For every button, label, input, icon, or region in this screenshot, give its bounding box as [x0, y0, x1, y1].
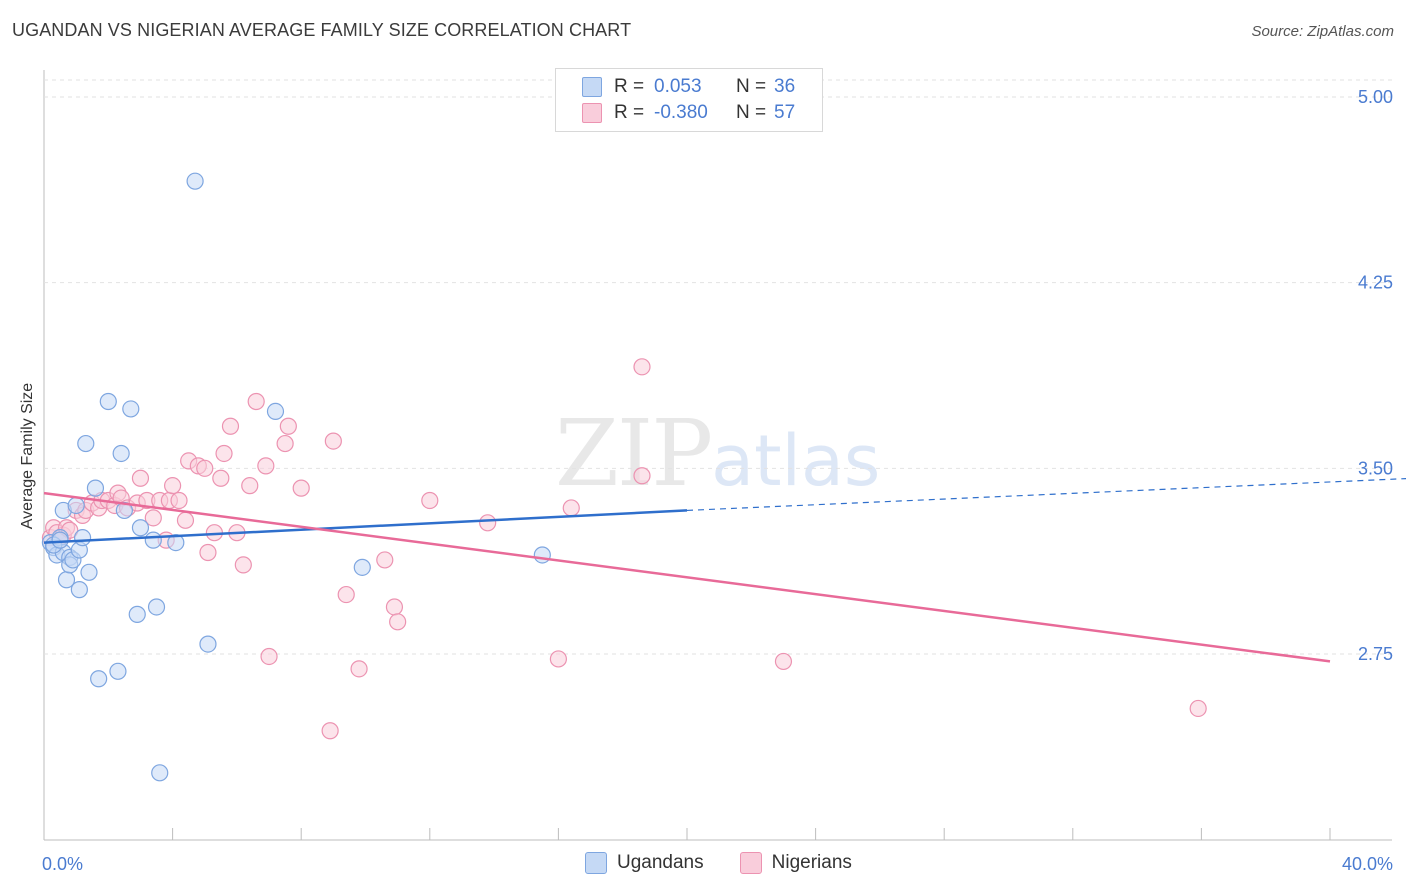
nigerian-point — [241, 477, 259, 495]
ugandan-point — [90, 670, 108, 688]
ugandan-point — [186, 172, 204, 190]
ugandan-point — [266, 402, 285, 420]
ugandan-point — [70, 581, 88, 599]
nigerian-point — [385, 598, 404, 616]
nigerian-point — [389, 613, 407, 631]
legend-label-ugandans: Ugandans — [617, 852, 704, 873]
nigerians-trend-line — [43, 491, 1331, 663]
nigerian-point — [276, 434, 294, 453]
nigerian-point — [260, 647, 278, 666]
nigerian-point — [324, 432, 342, 450]
ugandan-point — [144, 531, 162, 549]
ugandan-point — [109, 662, 127, 680]
nigerian-point — [257, 457, 275, 475]
ugandan-point — [167, 533, 185, 552]
nigerian-point — [562, 499, 580, 517]
nigerian-point — [321, 722, 339, 740]
ugandans-trend-extension — [686, 477, 1406, 512]
legend-label-nigerians: Nigerians — [771, 852, 852, 873]
watermark-zip: ZIP — [555, 400, 713, 507]
n-value: 57 — [774, 102, 796, 123]
nigerian-point — [199, 543, 217, 562]
n-label: N = — [736, 76, 767, 97]
nigerian-point — [221, 417, 240, 435]
nigerian-point — [131, 469, 150, 487]
nigerian-point — [350, 660, 368, 678]
ugandan-point — [112, 444, 130, 463]
nigerian-point — [292, 479, 310, 497]
nigerian-point — [633, 467, 651, 485]
nigerians-swatch — [582, 103, 602, 123]
y-tick-label: 2.75 — [1358, 644, 1393, 664]
r-label: R = — [614, 102, 645, 123]
y-tick-label: 4.25 — [1358, 273, 1393, 293]
nigerian-point — [164, 477, 182, 495]
ugandan-point — [77, 434, 95, 453]
nigerian-point — [170, 491, 188, 510]
ugandans-swatch — [582, 77, 602, 97]
legend-item-ugandans[interactable]: Ugandans — [585, 852, 704, 874]
nigerian-point — [479, 514, 497, 532]
y-tick-label: 3.50 — [1358, 458, 1393, 478]
ugandan-point — [67, 496, 85, 515]
source-label: Source: ZipAtlas.com — [1251, 23, 1394, 40]
nigerian-point — [144, 509, 162, 527]
ugandan-point — [80, 563, 98, 581]
ugandan-point — [151, 764, 169, 782]
ugandan-point — [353, 558, 371, 576]
n-label: N = — [736, 102, 767, 123]
r-value: -0.380 — [654, 102, 708, 123]
ugandans-trend-line — [43, 509, 688, 544]
legend-item-nigerians[interactable]: Nigerians — [739, 852, 852, 874]
nigerian-point — [196, 459, 214, 477]
chart-title: UGANDAN VS NIGERIAN AVERAGE FAMILY SIZE … — [12, 20, 632, 40]
y-tick-label: 5.00 — [1358, 87, 1393, 107]
r-value: 0.053 — [654, 76, 702, 97]
nigerians-legend-swatch — [739, 852, 762, 874]
watermark: ZIPatlas — [555, 400, 880, 507]
series-legend: Ugandans Nigerians — [585, 852, 888, 874]
ugandan-point — [99, 392, 117, 411]
nigerian-point — [633, 358, 651, 376]
ugandan-point — [199, 635, 217, 653]
nigerian-point — [774, 652, 793, 671]
legend-row-nigerians: R = -0.380 N = 57 — [582, 100, 795, 126]
ugandan-point — [128, 605, 146, 623]
r-label: R = — [614, 76, 645, 97]
nigerian-point — [176, 511, 195, 529]
ugandan-point — [131, 519, 150, 537]
x-tick-label-max: 40.0% — [1342, 854, 1393, 874]
nigerian-point — [215, 444, 233, 463]
ugandan-point — [86, 479, 105, 497]
ugandan-point — [147, 598, 166, 616]
legend-row-ugandans: R = 0.053 N = 36 — [582, 74, 795, 100]
watermark-atlas: atlas — [711, 420, 881, 502]
ugandan-point — [51, 531, 69, 549]
nigerian-point — [549, 650, 568, 668]
ugandan-point — [73, 529, 92, 547]
ugandan-point — [533, 546, 551, 564]
n-value: 36 — [774, 76, 796, 97]
nigerian-point — [212, 469, 230, 487]
nigerian-point — [279, 417, 297, 435]
correlation-legend: R = 0.053 N = 36 R = -0.380 N = 57 — [555, 68, 823, 132]
nigerian-point — [421, 491, 439, 510]
ugandan-point — [122, 400, 140, 418]
nigerian-point — [337, 585, 355, 604]
nigerian-point — [234, 556, 252, 574]
ugandans-legend-swatch — [585, 852, 607, 874]
x-tick-label-min: 0.0% — [42, 854, 83, 874]
nigerian-point — [376, 551, 394, 569]
nigerian-point — [247, 392, 265, 411]
nigerian-point — [1189, 699, 1207, 718]
